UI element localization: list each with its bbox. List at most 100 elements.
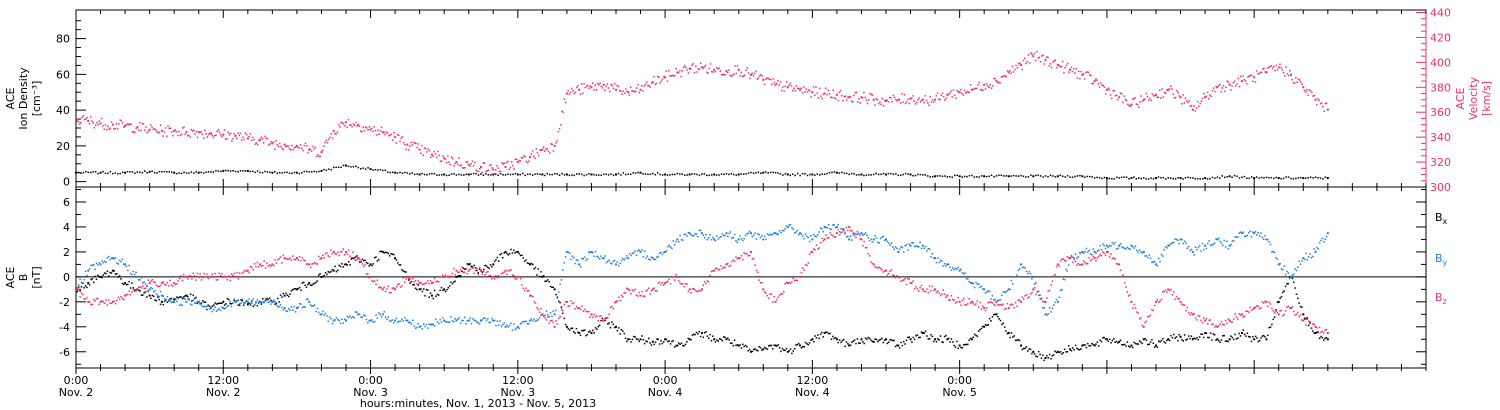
bx-dot [229, 302, 231, 305]
by-dot [752, 234, 755, 236]
by-dot [961, 272, 964, 274]
bx-dot [200, 302, 203, 304]
by-dot [833, 224, 835, 226]
velocity-point [615, 88, 617, 91]
velocity-dot [1095, 78, 1097, 80]
by-dot [1256, 234, 1258, 236]
velocity-dot [977, 83, 979, 86]
bz-dot [482, 270, 485, 273]
bx-dot [1061, 353, 1063, 355]
bz-dot [489, 275, 492, 277]
by-dot [260, 301, 263, 303]
by-dot [748, 230, 751, 233]
bz-dot [545, 319, 548, 321]
bz-dot [1213, 326, 1216, 328]
by-dot [834, 227, 837, 229]
velocity-dot [542, 146, 545, 148]
bx-dot [500, 252, 503, 255]
velocity-dot [326, 142, 329, 144]
bx-point [1020, 344, 1022, 347]
by-dot [1137, 251, 1140, 253]
bx-dot [582, 329, 585, 332]
bx-dot [519, 254, 522, 257]
bz-dot [882, 271, 885, 273]
bz-dot [1031, 292, 1033, 294]
by-dot [1250, 236, 1253, 238]
x-tick-label-date: Nov. 3 [501, 386, 536, 399]
bz-dot [722, 266, 725, 268]
bx-dot [637, 338, 639, 341]
velocity-dot [1082, 73, 1085, 75]
velocity-dot [401, 136, 404, 138]
bx-dot [808, 342, 811, 344]
density-dot [1138, 177, 1140, 179]
bx-dot [215, 303, 218, 305]
bz-dot [94, 300, 96, 302]
bz-dot [1247, 311, 1250, 313]
velocity-point [173, 129, 176, 132]
bz-dot [686, 283, 688, 285]
by-point [823, 225, 826, 228]
by-dot [657, 255, 660, 258]
by-point [467, 319, 470, 322]
velocity-dot [1131, 98, 1134, 100]
density-dot [251, 170, 254, 173]
density-point [811, 173, 814, 176]
density-dot [1174, 178, 1177, 180]
by-dot [91, 264, 94, 266]
bx-dot [181, 297, 184, 300]
x-tick-label-date: Nov. 3 [353, 386, 388, 399]
by-point [651, 257, 654, 260]
velocity-dot [1139, 101, 1141, 103]
bx-dot [785, 347, 788, 350]
bx-dot [1226, 340, 1228, 342]
velocity-dot [1019, 62, 1021, 64]
velocity-dot [572, 90, 574, 92]
bz-dot [331, 252, 334, 255]
velocity-dot [1112, 90, 1114, 92]
velocity-dot [790, 85, 793, 87]
bx-dot [832, 335, 834, 338]
velocity-dot [545, 148, 547, 151]
velocity-dot [328, 138, 330, 141]
density-dot [995, 175, 998, 177]
velocity-dot [736, 65, 739, 67]
bx-dot [596, 328, 598, 330]
velocity-dot [1004, 75, 1006, 77]
density-dot [863, 174, 865, 177]
by-dot [620, 259, 623, 262]
by-dot [586, 258, 589, 260]
density-dot [1074, 175, 1076, 178]
bz-dot [227, 275, 230, 278]
bz-dot [422, 283, 425, 285]
by-dot [916, 245, 919, 248]
bz-dot [907, 277, 909, 280]
density-dot [183, 171, 185, 174]
bx-dot [733, 339, 736, 341]
bx-dot [522, 257, 525, 259]
bx-dot [803, 346, 805, 348]
bx-dot [825, 331, 827, 333]
by-dot [673, 244, 676, 246]
density-dot [357, 166, 360, 169]
density-dot [1167, 177, 1170, 179]
velocity-dot [385, 131, 388, 133]
velocity-dot [1268, 66, 1270, 69]
bz-point [1142, 325, 1145, 328]
by-dot [1183, 240, 1186, 243]
velocity-dot [682, 66, 685, 69]
bx-dot [240, 299, 242, 301]
by-dot [227, 304, 230, 307]
velocity-dot [494, 169, 497, 171]
by-dot [368, 319, 370, 322]
velocity-dot [1203, 92, 1205, 95]
bx-dot [211, 305, 214, 308]
velocity-dot [1058, 64, 1060, 67]
density-dot [158, 170, 161, 173]
bz-point [737, 257, 740, 260]
velocity-dot [1064, 67, 1066, 69]
by-dot [669, 246, 672, 248]
bx-dot [290, 289, 293, 292]
bz-point [1044, 300, 1047, 303]
bz-dot [660, 283, 662, 286]
